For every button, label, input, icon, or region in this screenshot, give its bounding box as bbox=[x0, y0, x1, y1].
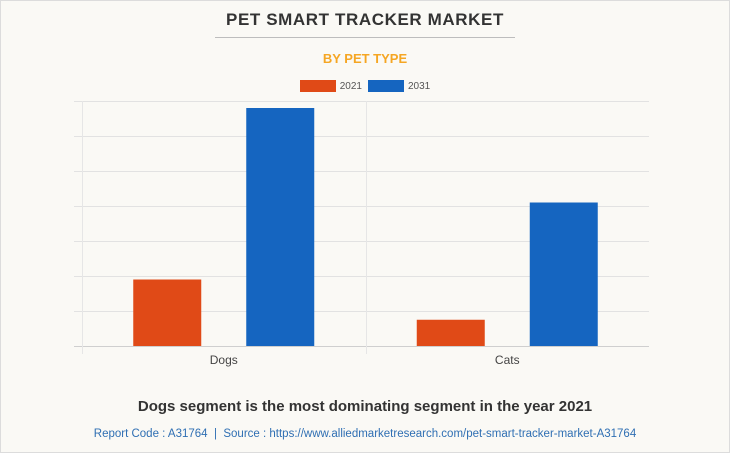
source-line: Report Code : A31764 | Source : https://… bbox=[0, 428, 730, 440]
legend-item-2021[interactable]: 2021 bbox=[299, 80, 362, 92]
x-tick-label-dogs: Dogs bbox=[210, 353, 238, 367]
title-divider bbox=[215, 37, 515, 38]
source-link[interactable]: Source : https://www.alliedmarketresearc… bbox=[223, 428, 637, 440]
x-tick-label-cats: Cats bbox=[495, 353, 520, 367]
bar-cats-2031[interactable] bbox=[529, 202, 598, 347]
legend-swatch-2031 bbox=[368, 80, 404, 92]
insight-text: Dogs segment is the most dominating segm… bbox=[137, 398, 593, 415]
chart-title: PET SMART TRACKER MARKET bbox=[226, 10, 504, 29]
legend-swatch-2021 bbox=[299, 80, 336, 92]
chart-subtitle: BY PET TYPE bbox=[322, 51, 408, 66]
bar-cats-2021[interactable] bbox=[416, 319, 485, 346]
bar-dogs-2031[interactable] bbox=[246, 108, 315, 346]
legend: 2021 2031 bbox=[0, 80, 730, 92]
legend-label-2031: 2031 bbox=[408, 80, 431, 92]
bars bbox=[133, 108, 598, 346]
legend-label-2021: 2021 bbox=[339, 80, 362, 92]
x-axis-labels: Dogs Cats bbox=[210, 353, 520, 367]
source-separator: | bbox=[207, 428, 224, 440]
report-code: Report Code : A31764 bbox=[93, 428, 208, 440]
legend-item-2031[interactable]: 2031 bbox=[368, 80, 430, 92]
bar-dogs-2021[interactable] bbox=[133, 279, 202, 347]
